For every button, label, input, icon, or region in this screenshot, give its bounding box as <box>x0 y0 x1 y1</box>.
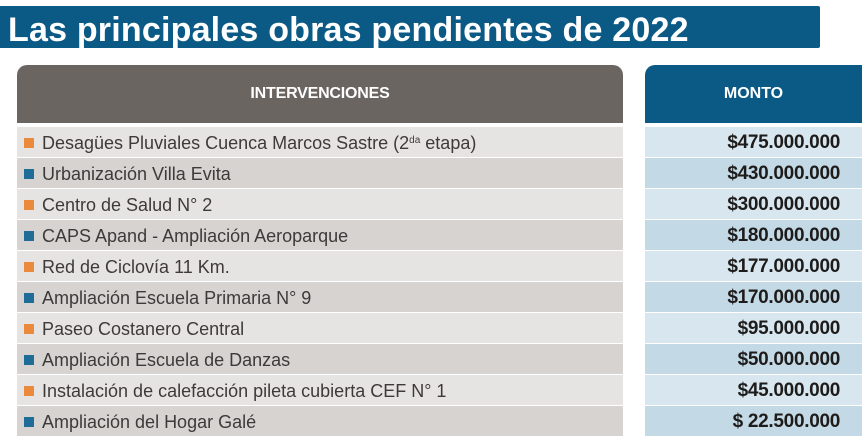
header-amount: MONTO <box>645 65 862 123</box>
row-name: CAPS Apand - Ampliación Aeroparque <box>42 226 349 246</box>
row-name-cell: Ampliación Escuela de Danzas <box>17 344 623 374</box>
table-row: Ampliación Escuela de Danzas $50.000.000 <box>17 344 862 375</box>
bullet-square-icon <box>24 417 34 427</box>
row-name-cell: Desagües Pluviales Cuenca Marcos Sastre … <box>17 127 623 157</box>
row-amount: $300.000.000 <box>727 194 840 215</box>
header-amount-label: MONTO <box>723 85 784 102</box>
works-table: Desagües Pluviales Cuenca Marcos Sastre … <box>17 127 862 437</box>
row-amount-cell: $430.000.000 <box>645 158 862 188</box>
bullet-square-icon <box>24 138 34 148</box>
row-name-cell: Red de Ciclovía 11 Km. <box>17 251 623 281</box>
row-name-cell: Urbanización Villa Evita <box>17 158 623 188</box>
row-name: Centro de Salud N° 2 <box>42 195 213 215</box>
row-name: Desagües Pluviales Cuenca Marcos Sastre … <box>42 133 477 153</box>
title-banner: Las principales obras pendientes de 2022 <box>0 6 820 48</box>
row-name-cell: Paseo Costanero Central <box>17 313 623 343</box>
row-name: Red de Ciclovía 11 Km. <box>42 257 230 277</box>
bullet-square-icon <box>24 231 34 241</box>
table-row: Red de Ciclovía 11 Km. $177.000.000 <box>17 251 862 282</box>
page-title: Las principales obras pendientes de 2022 <box>8 11 689 49</box>
table-row: Paseo Costanero Central $95.000.000 <box>17 313 862 344</box>
row-amount-cell: $170.000.000 <box>645 282 862 312</box>
table-row: Urbanización Villa Evita $430.000.000 <box>17 158 862 189</box>
row-amount: $177.000.000 <box>727 256 840 277</box>
bullet-square-icon <box>24 386 34 396</box>
row-amount: $50.000.000 <box>737 349 841 370</box>
row-amount-cell: $180.000.000 <box>645 220 862 250</box>
row-name: Instalación de calefacción pileta cubier… <box>42 381 447 401</box>
bullet-square-icon <box>24 324 34 334</box>
table-row: Centro de Salud N° 2 $300.000.000 <box>17 189 862 220</box>
row-amount: $170.000.000 <box>727 287 840 308</box>
row-amount: $430.000.000 <box>727 163 840 184</box>
row-amount: $180.000.000 <box>727 225 840 246</box>
row-amount-cell: $ 22.500.000 <box>645 406 862 436</box>
bullet-square-icon <box>24 200 34 210</box>
row-name-cell: CAPS Apand - Ampliación Aeroparque <box>17 220 623 250</box>
row-name: Urbanización Villa Evita <box>42 164 231 184</box>
row-amount-cell: $50.000.000 <box>645 344 862 374</box>
table-row: Ampliación del Hogar Galé $ 22.500.000 <box>17 406 862 437</box>
row-amount-cell: $45.000.000 <box>645 375 862 405</box>
row-name: Ampliación Escuela de Danzas <box>42 350 291 370</box>
table-row: CAPS Apand - Ampliación Aeroparque $180.… <box>17 220 862 251</box>
row-name: Ampliación del Hogar Galé <box>42 412 257 432</box>
row-name-cell: Ampliación Escuela Primaria N° 9 <box>17 282 623 312</box>
header-interventions-label: INTERVENCIONES <box>250 85 390 102</box>
table-row: Instalación de calefacción pileta cubier… <box>17 375 862 406</box>
row-name-cell: Ampliación del Hogar Galé <box>17 406 623 436</box>
row-amount: $475.000.000 <box>727 132 840 153</box>
row-name: Ampliación Escuela Primaria N° 9 <box>42 288 312 308</box>
row-name-cell: Instalación de calefacción pileta cubier… <box>17 375 623 405</box>
row-name-cell: Centro de Salud N° 2 <box>17 189 623 219</box>
bullet-square-icon <box>24 355 34 365</box>
row-name: Paseo Costanero Central <box>42 319 245 339</box>
row-amount-cell: $300.000.000 <box>645 189 862 219</box>
row-amount-cell: $475.000.000 <box>645 127 862 157</box>
row-amount: $45.000.000 <box>737 380 841 401</box>
row-amount: $ 22.500.000 <box>732 411 841 432</box>
row-amount-cell: $177.000.000 <box>645 251 862 281</box>
table-row: Ampliación Escuela Primaria N° 9 $170.00… <box>17 282 862 313</box>
bullet-square-icon <box>24 293 34 303</box>
row-amount-cell: $95.000.000 <box>645 313 862 343</box>
bullet-square-icon <box>24 169 34 179</box>
bullet-square-icon <box>24 262 34 272</box>
table-row: Desagües Pluviales Cuenca Marcos Sastre … <box>17 127 862 158</box>
header-interventions: INTERVENCIONES <box>17 65 623 123</box>
row-amount: $95.000.000 <box>737 318 841 339</box>
